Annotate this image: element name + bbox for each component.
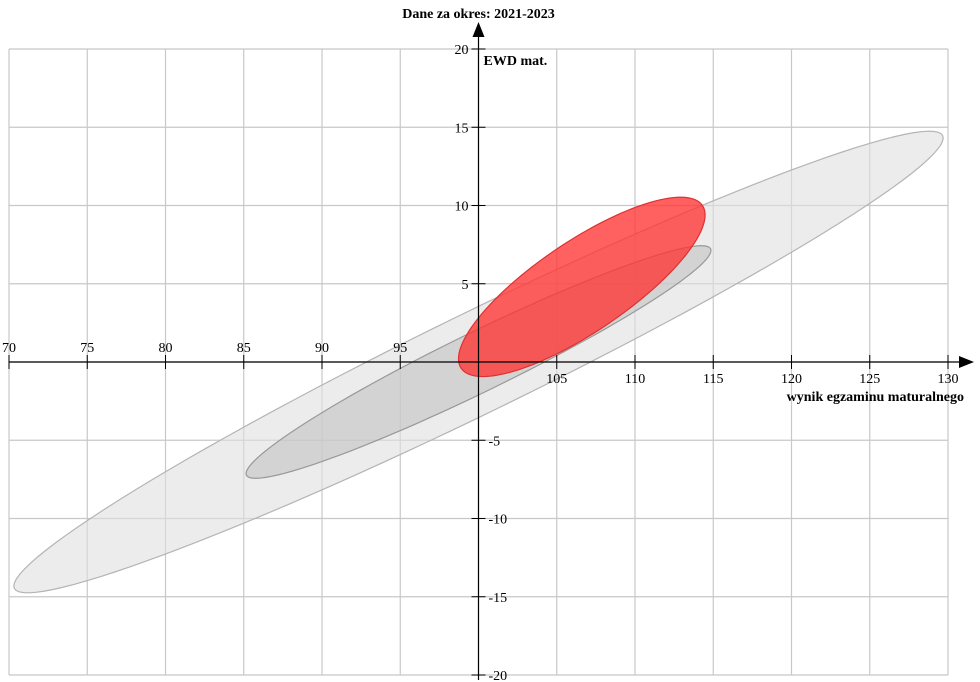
x-tick-label: 105 <box>546 372 567 387</box>
y-axis-title: EWD mat. <box>484 54 548 69</box>
x-tick-label: 110 <box>625 372 645 387</box>
x-tick-label: 85 <box>237 341 251 356</box>
y-tick-label: 20 <box>455 43 469 58</box>
x-tick-label: 125 <box>859 372 880 387</box>
x-tick-label: 70 <box>2 341 16 356</box>
y-tick-label: 5 <box>462 278 469 293</box>
x-tick-label: 90 <box>315 341 329 356</box>
y-tick-label: -5 <box>489 434 501 449</box>
x-axis-title: wynik egzaminu maturalnego <box>787 390 964 405</box>
y-tick-label: 15 <box>455 121 469 136</box>
chart-title: Dane za okres: 2021-2023 <box>402 7 555 22</box>
x-axis-arrow <box>959 356 974 368</box>
y-axis-arrow <box>472 22 485 37</box>
x-tick-label: 130 <box>938 372 959 387</box>
x-tick-label: 95 <box>393 341 407 356</box>
y-tick-label: -10 <box>489 513 508 528</box>
x-tick-label: 120 <box>781 372 802 387</box>
x-tick-label: 115 <box>703 372 723 387</box>
x-tick-label: 80 <box>159 341 173 356</box>
school-ellipse <box>457 196 706 378</box>
y-tick-label: 10 <box>455 200 469 215</box>
y-tick-label: -20 <box>489 669 508 682</box>
x-tick-label: 75 <box>80 341 94 356</box>
y-tick-label: -15 <box>489 591 508 606</box>
